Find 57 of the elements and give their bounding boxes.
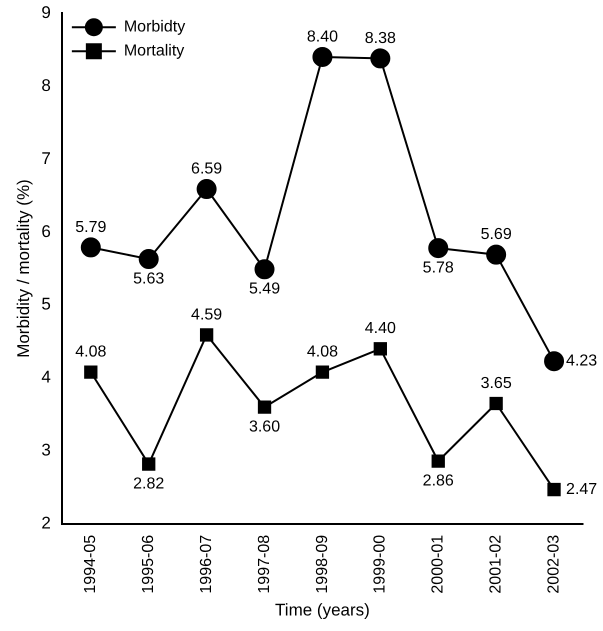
- legend-label: Morbidty: [124, 18, 186, 36]
- x-axis-title: Time (years): [275, 600, 370, 620]
- y-axis-title: Morbidity / mortality (%): [14, 179, 33, 358]
- y-tick-label: 3: [41, 440, 51, 460]
- x-tick-label: 1994-05: [82, 534, 100, 594]
- data-label: 3.60: [248, 418, 280, 436]
- point: [428, 238, 448, 258]
- point: [544, 351, 564, 372]
- data-label: 2.47: [566, 481, 598, 498]
- point: [196, 179, 217, 200]
- point: [142, 457, 156, 471]
- data-label: 4.23: [566, 352, 598, 370]
- point: [138, 249, 159, 270]
- x-tick-label: 1997-08: [256, 534, 273, 594]
- y-tick-label: 4: [41, 368, 51, 387]
- data-label: 6.59: [191, 160, 222, 178]
- data-label: 5.69: [480, 226, 512, 244]
- point: [312, 46, 332, 67]
- data-label: 2.86: [422, 472, 454, 490]
- data-label: 8.38: [364, 30, 396, 47]
- y-tick-label: 9: [41, 2, 51, 22]
- data-label: 3.65: [480, 374, 512, 392]
- point: [432, 454, 445, 468]
- data-label: 8.40: [306, 28, 338, 46]
- point: [80, 237, 101, 258]
- point: [258, 400, 272, 414]
- point: [547, 482, 561, 496]
- data-label: 2.82: [133, 475, 164, 492]
- data-label: 5.78: [422, 260, 454, 277]
- y-tick-label: 2: [41, 514, 51, 533]
- x-tick-label: 1998-09: [314, 534, 331, 594]
- x-tick-label: 2001-02: [488, 534, 505, 594]
- x-tick-label: 1996-07: [198, 534, 216, 594]
- x-tick-label: 1995-06: [140, 534, 158, 594]
- data-label: 4.08: [75, 344, 106, 361]
- data-label: 4.59: [191, 306, 222, 324]
- point: [370, 48, 390, 68]
- point: [84, 365, 98, 379]
- y-tick-label: 5: [41, 294, 51, 314]
- point: [486, 244, 506, 265]
- data-label: 5.79: [75, 218, 106, 236]
- y-tick-label: 7: [41, 148, 51, 168]
- x-tick-label: 2000-01: [430, 534, 447, 594]
- data-label: 5.49: [248, 280, 280, 298]
- point: [374, 342, 387, 356]
- point: [254, 259, 275, 280]
- point: [316, 365, 330, 379]
- point: [200, 328, 214, 342]
- point: [489, 396, 503, 410]
- data-label: 4.08: [306, 344, 338, 361]
- data-label: 5.63: [133, 270, 164, 288]
- x-tick-label: 1999-00: [372, 534, 389, 594]
- x-tick-label: 2002-03: [545, 534, 562, 594]
- y-tick-label: 8: [41, 76, 51, 95]
- data-label: 4.40: [364, 320, 396, 338]
- y-tick-label: 6: [41, 222, 51, 241]
- legend-label: Mortality: [124, 42, 184, 60]
